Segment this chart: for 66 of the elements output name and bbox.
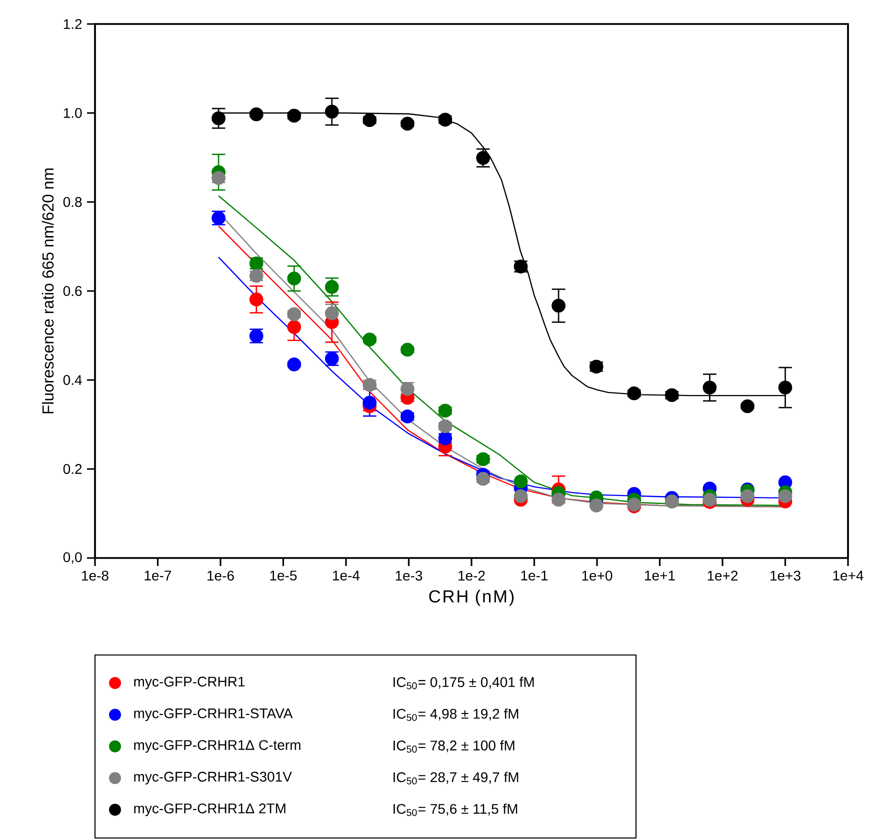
y-tick-label: 0.4 [63,375,82,385]
y-tick-label: 1.0 [64,108,82,118]
point [702,380,717,394]
point [287,357,302,372]
x-tick-label: 1e-1 [521,570,548,580]
point [287,320,302,334]
point [362,396,377,410]
y-tick-label: 1.2 [64,19,82,29]
x-tick-label: 1e+2 [708,570,738,581]
y-tick-label: 0.8 [63,197,82,207]
point [627,386,642,400]
point [476,452,490,466]
point [552,298,566,313]
text: IC$_{50}$= 78,2 ± 100 fM [394,740,514,753]
point [778,380,792,394]
point [249,292,264,306]
point [249,107,264,122]
point [400,410,414,424]
point [740,489,754,504]
point [740,399,754,414]
point [438,404,452,418]
point [476,472,490,486]
point [438,419,452,434]
legend-label: myc-GFP-CRHR1-S301V [134,772,292,784]
x-tick-label: 1e-3 [396,570,422,581]
x-axis-title: CRH (nM) [429,590,514,606]
legend-label: myc-GFP-CRHR1-STAVA [134,708,293,722]
point [514,474,528,488]
x-tick-label: 1e-2 [458,570,485,581]
point [400,342,414,357]
x-tick-label: 1e+0 [582,570,612,581]
point [514,489,528,504]
point [476,151,490,165]
point [287,307,302,322]
legend-label: myc-GFP-CRHR1Δ C-term [134,740,300,753]
point [552,492,566,507]
point [212,111,226,126]
point [438,112,452,127]
point [778,489,792,504]
x-tick-label: 1e+4 [833,570,864,580]
legend-label: myc-GFP-CRHR1Δ 2TM [134,803,286,816]
y-tick-label: 0.2 [63,464,82,474]
y-tick-label: 0,0 [63,552,82,564]
y-axis-title: Fluorescence ratio 665 nm/620 nm [42,168,54,414]
x-tick-label: 1e+3 [770,570,800,581]
point [589,498,604,512]
point [324,280,339,294]
x-tick-label: 1e-4 [333,570,360,580]
x-tick-label: 1e-7 [144,570,172,580]
point [400,116,414,131]
point [362,332,377,346]
point [287,108,302,123]
x-tick-label: 1e-8 [82,570,108,581]
text: IC$_{50}$= 28,7 ± 49,7 fM [394,772,518,784]
point [324,104,339,119]
text: IC$_{50}$= 75,6 ± 11,5 fM [394,804,518,816]
text: IC$_{50}$= 4,98 ± 19,2 fM [394,708,518,721]
legend-label: myc-GFP-CRHR1 [134,676,245,690]
x-tick-label: 1e+1 [645,570,675,580]
x-tick-label: 1e-6 [208,570,234,581]
y-tick-label: 0.6 [63,286,82,296]
x-tick-label: 1e-5 [270,570,297,580]
point [287,272,302,286]
text: IC$_{50}$= 0,175 ± 0,401 fM [394,676,534,690]
point [664,388,679,402]
point [362,113,377,128]
